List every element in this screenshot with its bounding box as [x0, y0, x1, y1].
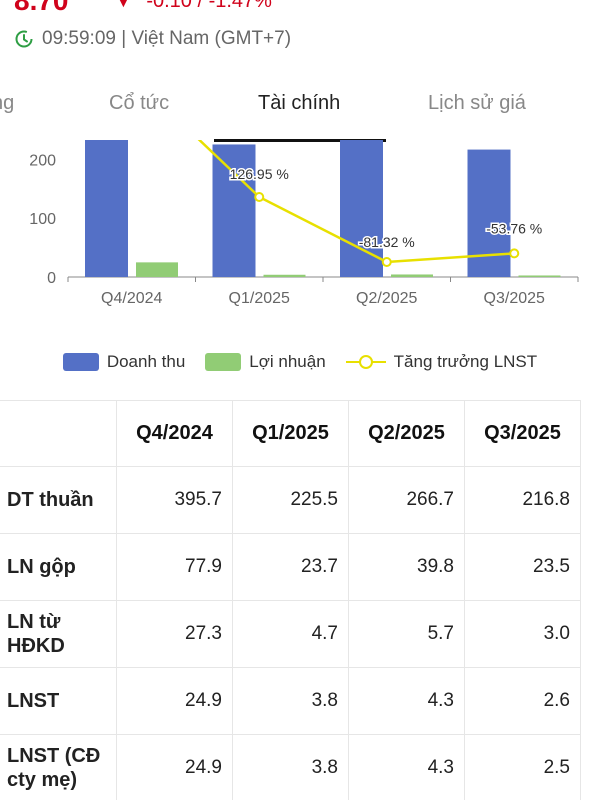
legend-growth[interactable]: Tăng trưởng LNST — [345, 352, 538, 372]
time-row: 09:59:09 | Việt Nam (GMT+7) — [14, 26, 291, 52]
table-cell: 395.7 — [116, 466, 233, 534]
table-cell: 4.3 — [348, 667, 465, 735]
refresh-clock-icon — [15, 30, 33, 48]
table-header-cell: Q1/2025 — [232, 400, 349, 467]
table-row: LN từ HĐKD 27.3 4.7 5.7 3.0 — [0, 600, 581, 668]
table-cell: 39.8 — [348, 533, 465, 601]
table-cell: 2.6 — [464, 667, 581, 735]
profit-swatch — [205, 353, 242, 371]
y-tick-label: 200 — [29, 152, 56, 169]
revenue-bar — [467, 149, 511, 277]
table-cell: 23.5 — [464, 533, 581, 601]
table-cell: 27.3 — [116, 600, 233, 668]
table-cell: 4.7 — [232, 600, 349, 668]
tab-bar: ng Cổ tức Tài chính Lịch sử giá — [0, 80, 600, 142]
table-cell: 4.3 — [348, 734, 465, 800]
growth-data-label: 126.95 % — [230, 166, 289, 182]
row-label: LNST (CĐ cty mẹ) — [0, 734, 117, 800]
growth-point — [254, 192, 265, 202]
active-tab-indicator — [214, 139, 386, 142]
growth-line — [197, 140, 515, 264]
table-cell: 24.9 — [116, 667, 233, 735]
table-cell: 3.0 — [464, 600, 581, 668]
tab-price-history[interactable]: Lịch sử giá — [428, 92, 526, 114]
financial-chart: 0 100 200 Q4/2024 Q1/2025 Q2/2025 Q3/2025 126.9… — [29, 140, 579, 307]
row-label: LN từ HĐKD — [0, 600, 117, 668]
price-header: 8.70 ▼ -0.10 / -1.47% — [14, 0, 272, 16]
y-tick-label: 0 — [47, 270, 56, 287]
down-arrow-icon: ▼ — [114, 0, 133, 11]
revenue-bar — [340, 140, 383, 277]
growth-point — [381, 257, 392, 267]
current-price: 8.70 — [14, 0, 69, 16]
table-cell: 225.5 — [232, 466, 349, 534]
legend-revenue-label: Doanh thu — [106, 352, 186, 371]
table-row: LN gộp 77.9 23.7 39.8 23.5 — [0, 533, 581, 601]
revenue-bar — [212, 144, 256, 277]
table-row: DT thuần 395.7 225.5 266.7 216.8 — [0, 466, 581, 534]
y-tick-label: 100 — [29, 211, 56, 228]
profit-bar — [263, 274, 306, 277]
price-change: -0.10 / -1.47% — [146, 0, 272, 12]
table-header-cell — [0, 400, 117, 467]
table-header-cell: Q3/2025 — [464, 400, 581, 467]
legend-profit-label: Lợi nhuận — [249, 352, 326, 371]
legend-profit[interactable]: Lợi nhuận — [205, 352, 326, 372]
financial-table: Q4/2024 Q1/2025 Q2/2025 Q3/2025 DT thuần… — [0, 400, 581, 800]
tab-partial[interactable]: ng — [0, 92, 15, 114]
revenue-swatch — [62, 353, 99, 371]
profit-bar — [136, 262, 178, 277]
legend-growth-label: Tăng trưởng LNST — [393, 352, 538, 371]
table-cell: 266.7 — [348, 466, 465, 534]
table-row: LNST 24.9 3.8 4.3 2.6 — [0, 667, 581, 735]
profit-bar — [391, 274, 433, 277]
timestamp: 09:59:09 | Việt Nam (GMT+7) — [42, 28, 292, 49]
x-tick-label: Q1/2025 — [229, 290, 290, 307]
profit-bar — [518, 275, 561, 277]
table-cell: 24.9 — [116, 734, 233, 800]
growth-line-swatch — [345, 353, 386, 371]
table-header-cell: Q2/2025 — [348, 400, 465, 467]
row-label: LNST — [0, 667, 117, 735]
table-cell: 5.7 — [348, 600, 465, 668]
tab-dividends[interactable]: Cổ tức — [109, 92, 170, 114]
growth-data-label: -81.32 % — [359, 234, 415, 250]
table-cell: 216.8 — [464, 466, 581, 534]
table-header-cell: Q4/2024 — [116, 400, 233, 467]
table-header-row: Q4/2024 Q1/2025 Q2/2025 Q3/2025 — [0, 400, 581, 467]
row-label: DT thuần — [0, 466, 117, 534]
table-cell: 77.9 — [116, 533, 233, 601]
tab-financials[interactable]: Tài chính — [258, 92, 341, 114]
table-row: LNST (CĐ cty mẹ) 24.9 3.8 4.3 2.5 — [0, 734, 581, 800]
x-tick-label: Q3/2025 — [484, 290, 545, 307]
growth-data-label: -53.76 % — [486, 220, 542, 236]
x-tick-label: Q4/2024 — [101, 290, 162, 307]
revenue-bar — [85, 140, 128, 277]
table-cell: 2.5 — [464, 734, 581, 800]
table-cell: 3.8 — [232, 734, 349, 800]
table-cell: 23.7 — [232, 533, 349, 601]
x-tick-label: Q2/2025 — [356, 290, 417, 307]
growth-point — [509, 248, 520, 259]
row-label: LN gộp — [0, 533, 117, 601]
table-cell: 3.8 — [232, 667, 349, 735]
legend-revenue[interactable]: Doanh thu — [62, 352, 186, 372]
chart-legend: Doanh thu Lợi nhuận Tăng trưởng LNST — [0, 348, 600, 376]
